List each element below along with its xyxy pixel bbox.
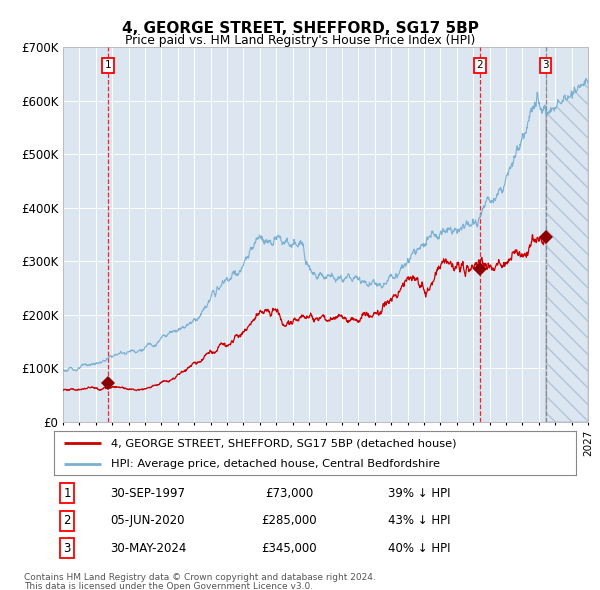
Text: 05-JUN-2020: 05-JUN-2020 bbox=[111, 514, 185, 527]
Text: 1: 1 bbox=[105, 60, 112, 70]
Text: £285,000: £285,000 bbox=[261, 514, 317, 527]
Text: Price paid vs. HM Land Registry's House Price Index (HPI): Price paid vs. HM Land Registry's House … bbox=[125, 34, 475, 47]
Text: 1: 1 bbox=[64, 487, 71, 500]
Text: 2: 2 bbox=[477, 60, 484, 70]
Text: £345,000: £345,000 bbox=[261, 542, 317, 555]
Text: 40% ↓ HPI: 40% ↓ HPI bbox=[388, 542, 451, 555]
Text: 30-MAY-2024: 30-MAY-2024 bbox=[110, 542, 186, 555]
Text: 2: 2 bbox=[64, 514, 71, 527]
Text: £73,000: £73,000 bbox=[265, 487, 313, 500]
Text: 3: 3 bbox=[64, 542, 71, 555]
Text: 3: 3 bbox=[542, 60, 549, 70]
Text: 39% ↓ HPI: 39% ↓ HPI bbox=[388, 487, 451, 500]
Text: 4, GEORGE STREET, SHEFFORD, SG17 5BP (detached house): 4, GEORGE STREET, SHEFFORD, SG17 5BP (de… bbox=[112, 438, 457, 448]
Text: 30-SEP-1997: 30-SEP-1997 bbox=[110, 487, 185, 500]
Text: This data is licensed under the Open Government Licence v3.0.: This data is licensed under the Open Gov… bbox=[24, 582, 313, 590]
Text: HPI: Average price, detached house, Central Bedfordshire: HPI: Average price, detached house, Cent… bbox=[112, 459, 440, 469]
Text: 43% ↓ HPI: 43% ↓ HPI bbox=[388, 514, 451, 527]
Text: 4, GEORGE STREET, SHEFFORD, SG17 5BP: 4, GEORGE STREET, SHEFFORD, SG17 5BP bbox=[122, 21, 478, 36]
Text: Contains HM Land Registry data © Crown copyright and database right 2024.: Contains HM Land Registry data © Crown c… bbox=[24, 573, 376, 582]
